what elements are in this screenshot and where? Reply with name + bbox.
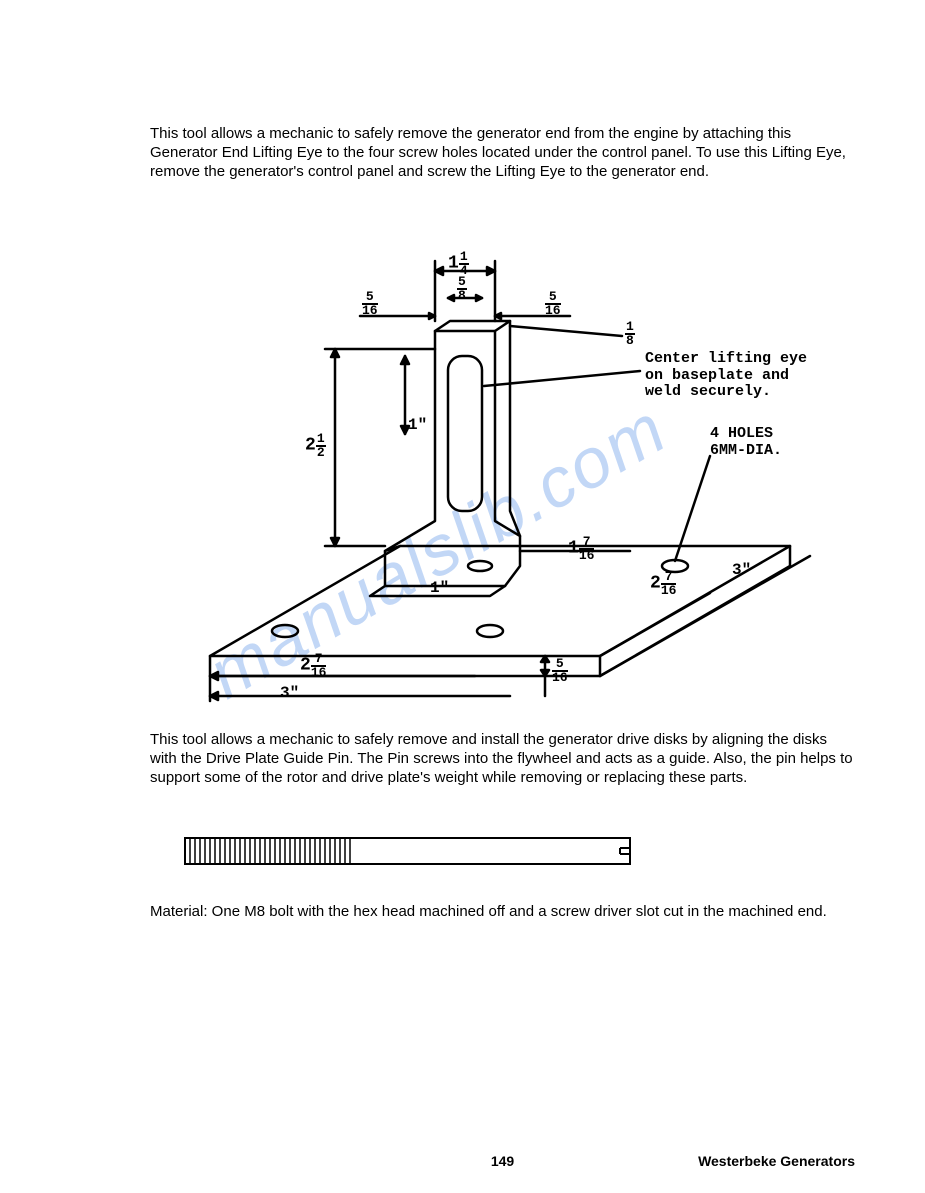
brand-label: Westerbeke Generators <box>698 1153 855 1169</box>
diagram-svg <box>150 221 855 711</box>
paragraph-2: This tool allows a mechanic to safely re… <box>150 731 855 787</box>
dim-5-16-right: 516 <box>545 291 561 316</box>
note-center-eye: Center lifting eye on baseplate and weld… <box>645 351 807 401</box>
manual-page: This tool allows a mechanic to safely re… <box>0 0 925 1193</box>
dim-1in-bottom: 1" <box>430 579 449 597</box>
note-4-holes: 4 HOLES 6MM-DIA. <box>710 426 782 459</box>
dim-3-l: 3" <box>280 684 299 702</box>
page-number: 149 <box>491 1153 514 1169</box>
dim-5-8: 58 <box>457 276 467 301</box>
lifting-eye-diagram: manualslib.com <box>150 221 855 711</box>
dim-1-7-16: 1716 <box>568 536 594 561</box>
dim-3-r: 3" <box>732 561 751 579</box>
bolt-diagram <box>180 828 855 888</box>
paragraph-1: This tool allows a mechanic to safely re… <box>150 125 855 181</box>
dim-2-1-2: 212 <box>305 433 326 458</box>
dim-2-7-16-r: 2716 <box>650 571 676 596</box>
dim-5-16-thick: 516 <box>552 658 568 683</box>
dim-1-8: 18 <box>625 321 635 346</box>
dim-1-1-4: 114 <box>448 251 469 276</box>
material-line: Material: One M8 bolt with the hex head … <box>150 903 855 920</box>
dim-1in-top: 1" <box>408 416 427 434</box>
dim-5-16-left: 516 <box>362 291 378 316</box>
dim-2-7-16-l: 2716 <box>300 653 326 678</box>
